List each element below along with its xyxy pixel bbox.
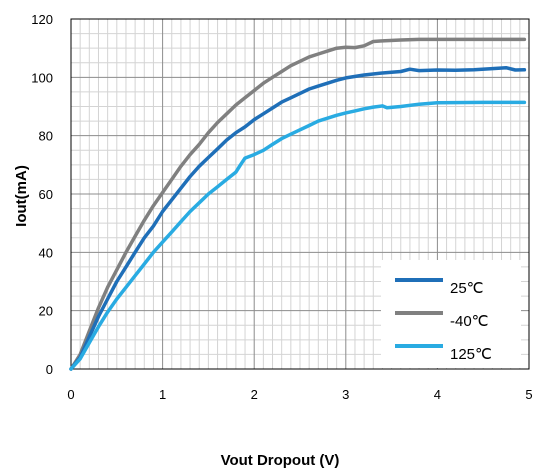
series-line-minus40c bbox=[69, 37, 527, 371]
x-tick-label: 3 bbox=[342, 387, 349, 402]
major-gridlines bbox=[71, 19, 529, 369]
x-axis-title: Vout Dropout (V) bbox=[221, 452, 340, 469]
legend: 25℃ -40℃ 125℃ bbox=[381, 260, 521, 368]
x-tick-label: 0 bbox=[67, 387, 74, 402]
series-line-25c bbox=[69, 65, 527, 371]
x-tick-label: 4 bbox=[434, 387, 441, 402]
series-lines bbox=[69, 37, 527, 371]
y-tick-label: 40 bbox=[39, 245, 53, 260]
x-tick-label: 5 bbox=[525, 387, 532, 402]
y-axis-tick-labels: 0 20 40 60 80 100 120 bbox=[31, 12, 53, 377]
legend-label: -40℃ bbox=[450, 313, 489, 330]
legend-label: 25℃ bbox=[450, 280, 484, 297]
y-tick-label: 60 bbox=[39, 187, 53, 202]
y-tick-label: 80 bbox=[39, 129, 53, 144]
y-tick-label: 0 bbox=[46, 362, 53, 377]
y-tick-label: 120 bbox=[31, 12, 53, 27]
plot-area-frame bbox=[70, 18, 530, 370]
y-tick-label: 100 bbox=[31, 70, 53, 85]
y-tick-label: 20 bbox=[39, 304, 53, 319]
series-line-125c bbox=[69, 100, 527, 371]
y-axis-title: Iout(mA) bbox=[13, 165, 30, 227]
x-tick-label: 2 bbox=[251, 387, 258, 402]
x-axis-tick-labels: 0 1 2 3 4 5 bbox=[67, 387, 532, 402]
legend-label: 125℃ bbox=[450, 346, 492, 363]
x-tick-label: 1 bbox=[159, 387, 166, 402]
